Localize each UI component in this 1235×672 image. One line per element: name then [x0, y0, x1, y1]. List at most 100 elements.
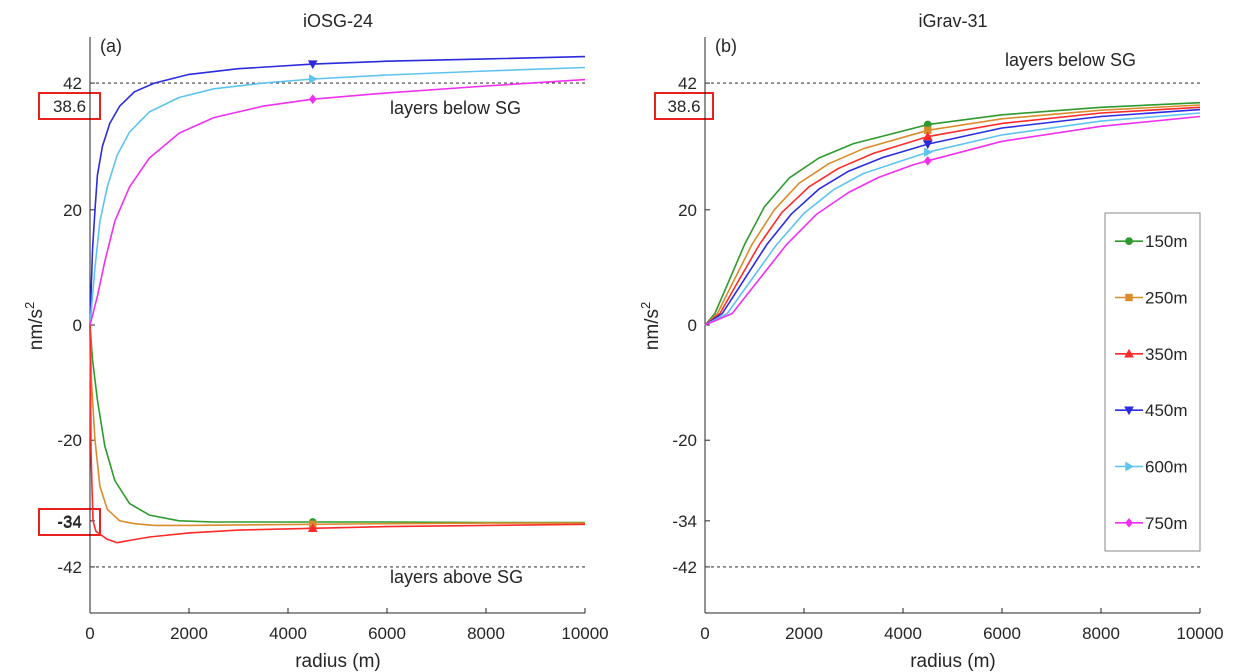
y-tick-label: 42 [678, 74, 697, 93]
series-marker [1125, 518, 1133, 528]
legend-label: 150m [1145, 232, 1188, 251]
y-tick-label: -42 [672, 558, 697, 577]
x-tick-label: 0 [85, 624, 94, 643]
panel-label: (a) [100, 36, 122, 56]
legend-label: 450m [1145, 401, 1188, 420]
y-axis-title-base: nm/s [642, 309, 663, 350]
x-tick-label: 0 [700, 624, 709, 643]
y-axis-title-base: nm/s [26, 309, 47, 350]
boxed-label-text: -34 [57, 513, 82, 532]
y-tick-label: 0 [73, 316, 82, 335]
series-line [89, 55, 586, 326]
x-tick-label: 2000 [170, 624, 208, 643]
x-tick-label: 6000 [368, 624, 406, 643]
series-line [89, 78, 586, 326]
y-tick-label: 0 [688, 316, 697, 335]
legend-item: 750m [1115, 514, 1188, 533]
series-750m [89, 78, 586, 326]
legend-item: 350m [1115, 345, 1188, 364]
boxed-label-38-6: 38.6 [654, 92, 714, 120]
legend-label: 350m [1145, 345, 1188, 364]
series-line [89, 324, 585, 527]
x-axis-title: radius (m) [295, 651, 381, 672]
axes: 0 2000 4000 6000 8000 10000 -42 -34 -20 0 20 42 [57, 37, 609, 643]
series-150m [89, 324, 585, 526]
x-axis-title: radius (m) [910, 651, 996, 672]
y-tick-label: 20 [63, 201, 82, 220]
y-tick-label: 20 [678, 201, 697, 220]
legend-box [1104, 212, 1201, 552]
series-line [89, 324, 586, 544]
series-marker [1125, 237, 1133, 246]
y-tick-label: -20 [57, 431, 82, 450]
annotation-below: layers below SG [1005, 50, 1136, 70]
series-line [704, 104, 1201, 326]
y-tick-label: -42 [57, 558, 82, 577]
y-axis-title: nm/s2 [638, 302, 663, 350]
legend-label: 600m [1145, 458, 1188, 477]
y-tick-label: 42 [63, 74, 82, 93]
series-450m [704, 108, 1201, 326]
y-axis-title-sup: 2 [638, 302, 653, 309]
series-line [704, 112, 1201, 326]
y-tick-label: -34 [57, 512, 82, 531]
series-marker [307, 523, 318, 533]
x-tick-label: 6000 [983, 624, 1021, 643]
y-tick-label: -34 [672, 512, 697, 531]
axes: 0 2000 4000 6000 8000 10000 -42 -34 -20 0 20 42 [672, 37, 1224, 643]
series-600m [704, 112, 1201, 326]
x-tick-label: 10000 [561, 624, 608, 643]
panel-title: iOSG-24 [303, 11, 373, 31]
series-marker [308, 94, 317, 105]
boxed-label-38-6: 38.6 [38, 92, 101, 120]
boxed-label-minus-34: -34 [38, 508, 101, 536]
legend-item: 600m [1115, 458, 1188, 477]
svg-text:nm/s2: nm/s2 [22, 302, 47, 350]
legend-item: 450m [1115, 401, 1188, 420]
series-marker [1124, 348, 1134, 358]
series-marker [922, 131, 933, 141]
x-tick-label: 4000 [884, 624, 922, 643]
x-tick-label: 10000 [1176, 624, 1223, 643]
series-line [704, 108, 1201, 326]
svg-text:nm/s2: nm/s2 [638, 302, 663, 350]
series-marker [307, 60, 318, 70]
panel-title: iGrav-31 [918, 11, 987, 31]
series-450m [89, 55, 586, 326]
legend: 150m 250m 350m 450m 600m 750m [1104, 212, 1201, 552]
series-600m [89, 66, 586, 326]
series-marker [923, 156, 932, 166]
series-marker [922, 140, 933, 150]
boxed-label-text: 38.6 [53, 97, 86, 116]
series-marker [924, 147, 933, 158]
series-line [89, 324, 585, 524]
legend-item: 150m [1115, 232, 1188, 251]
x-tick-label: 8000 [1082, 624, 1120, 643]
y-axis-title: nm/s2 [22, 302, 47, 350]
series-marker [1125, 461, 1135, 472]
x-tick-label: 8000 [467, 624, 505, 643]
series-line [704, 106, 1201, 326]
series-750m [704, 115, 1201, 326]
legend-item: 250m [1115, 289, 1188, 308]
panel-b: iGrav-31 (b) layers below SG 38.6 radius… [638, 11, 1224, 672]
series-marker [1124, 406, 1134, 416]
x-tick-label: 2000 [785, 624, 823, 643]
panel-label: (b) [715, 36, 737, 56]
series-line [704, 115, 1201, 326]
annotation-above: layers above SG [390, 567, 523, 587]
series-line [89, 66, 586, 326]
series-350m [89, 324, 586, 544]
y-axis-title-sup: 2 [22, 302, 37, 309]
legend-label: 750m [1145, 514, 1188, 533]
series-marker [1125, 293, 1133, 302]
series-line [704, 101, 1201, 326]
annotation-below: layers below SG [390, 98, 521, 118]
boxed-label-text: 38.6 [667, 97, 700, 116]
y-tick-label: -20 [672, 431, 697, 450]
series-marker [309, 74, 318, 84]
panel-a: iOSG-24 (a) layers below SG layers above… [22, 11, 609, 672]
series-250m [89, 324, 585, 528]
legend-label: 250m [1145, 289, 1188, 308]
